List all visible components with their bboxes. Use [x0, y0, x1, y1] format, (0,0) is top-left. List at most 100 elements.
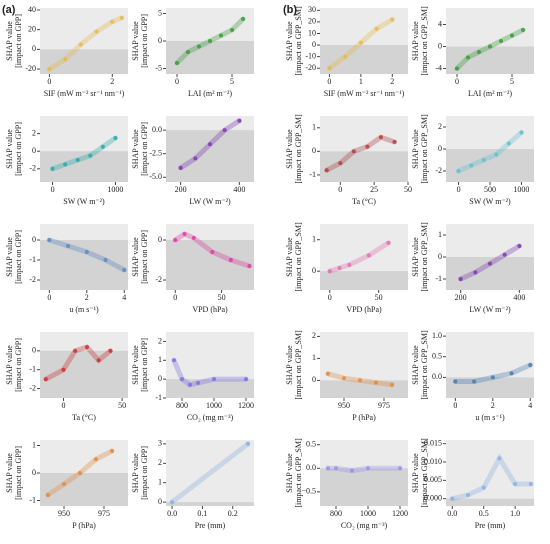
point — [469, 163, 474, 168]
x-tick-label: 4 — [528, 401, 532, 410]
x-tick-label: 2 — [110, 77, 114, 86]
point — [94, 29, 99, 34]
x-axis-label: Pre (mm) — [475, 521, 506, 530]
negative-region — [40, 240, 128, 290]
point — [47, 238, 52, 242]
point — [390, 382, 394, 387]
y-tick-label: 0 — [158, 36, 162, 45]
x-tick-label: 50 — [404, 185, 412, 194]
point — [245, 441, 250, 446]
panel: 0.0 0.5 1.0 0 2 4 u (m s⁻¹) SHAP value [impact o… — [411, 330, 534, 422]
y-axis-label: [impact on GPP] — [14, 14, 23, 68]
y-axis-label: SHAP value — [131, 345, 140, 385]
point — [96, 358, 101, 363]
point — [110, 449, 114, 453]
x-axis-label: LAI (m² m⁻²) — [468, 89, 512, 98]
x-tick-label: 0 — [47, 293, 51, 302]
x-tick-label: 50 — [375, 293, 383, 302]
panel: -2 0 0 50 VPD (hPa) SHAP value [impact on GPP] — [131, 224, 254, 314]
y-tick-label: 1 — [158, 355, 162, 364]
y-tick-label: -1 — [309, 170, 316, 179]
point — [186, 50, 190, 54]
y-axis-label: SHAP value — [5, 237, 14, 277]
point — [488, 44, 492, 49]
x-axis-label: Pre (mm) — [195, 521, 226, 530]
y-tick-label: 2 — [32, 128, 36, 137]
negative-region — [166, 240, 254, 290]
y-axis-label: [impact on GPP] — [140, 14, 149, 68]
y-tick-label: 0 — [438, 41, 442, 50]
y-axis-label: SHAP value — [411, 129, 420, 169]
point — [62, 482, 66, 486]
y-tick-label: -5.0 — [149, 172, 162, 181]
panel: -2 -1 0 0 50 Ta (°C) SHAP value [impact on GPP] — [5, 332, 128, 422]
point — [43, 377, 48, 382]
y-tick-label: 0 — [32, 146, 36, 155]
point — [172, 358, 176, 363]
y-axis-label: [impact on GPP_SM] — [294, 114, 303, 184]
x-tick-label: 0.2 — [228, 509, 238, 518]
y-axis-label: SHAP value — [5, 21, 14, 61]
y-tick-label: 2 — [438, 122, 442, 131]
negative-region — [446, 149, 534, 182]
x-axis-label: u (m s⁻¹) — [69, 305, 99, 314]
x-tick-label: 2 — [85, 293, 89, 302]
x-axis-label: Ta (°C) — [72, 413, 96, 422]
y-tick-label: 0.010 — [424, 457, 442, 466]
point — [196, 380, 200, 385]
y-axis-label: SHAP value — [285, 345, 294, 385]
y-axis-label: SHAP value — [5, 345, 14, 385]
negative-region — [40, 151, 128, 182]
point — [230, 28, 234, 32]
point — [84, 345, 89, 350]
point — [521, 28, 525, 32]
point — [237, 118, 242, 123]
y-tick-label: 0 — [158, 374, 162, 383]
y-axis-label: SHAP value — [131, 237, 140, 277]
negative-region — [320, 468, 408, 506]
negative-region — [320, 45, 408, 74]
y-tick-label: 0.0 — [152, 125, 162, 134]
trend-line — [169, 441, 251, 505]
x-tick-label: 950 — [338, 401, 350, 410]
point — [456, 169, 461, 173]
point — [208, 142, 212, 147]
point — [173, 238, 178, 242]
y-tick-label: -10 — [305, 51, 316, 60]
x-tick-label: 1000 — [360, 509, 376, 518]
y-axis-label: [impact on GPP_SM] — [420, 330, 429, 400]
y-axis-label: [impact on GPP_SM] — [294, 330, 303, 400]
point — [455, 66, 459, 71]
panel: -2 -1 0 0 2 4 u (m s⁻¹) SHAP value [impact on GP… — [5, 224, 128, 314]
x-axis-label: SW (W m⁻²) — [63, 197, 105, 206]
point — [326, 371, 330, 376]
x-tick-label: 500 — [484, 185, 496, 194]
point — [392, 139, 397, 144]
y-axis-label: [impact on GPP] — [14, 446, 23, 500]
x-tick-label: 975 — [98, 509, 110, 518]
x-tick-label: 0 — [47, 77, 51, 86]
negative-region — [446, 377, 534, 398]
point — [510, 33, 514, 38]
y-tick-label: 0 — [438, 252, 442, 261]
negative-region — [320, 151, 408, 182]
y-axis-label: [impact on GPP_SM] — [294, 438, 303, 508]
panel: -1 0 1 0 25 50 Ta (°C) SHAP value [impact on GPP… — [285, 114, 412, 206]
y-axis-label: SHAP value — [5, 129, 14, 169]
x-tick-label: 5 — [230, 77, 234, 86]
y-tick-label: -1 — [29, 365, 36, 374]
x-tick-label: 0 — [457, 185, 461, 194]
panel: 0 1 0 50 VPD (hPa) SHAP value [impact on GPP_S… — [285, 222, 408, 314]
panel: -5 0 5 0 5 LAI (m² m⁻²) SHAP value [impact on G… — [131, 8, 254, 98]
point — [509, 371, 514, 376]
x-tick-label: 1200 — [238, 401, 254, 410]
y-tick-label: 1 — [312, 235, 316, 244]
negative-region — [40, 473, 128, 506]
x-tick-label: 50 — [218, 293, 226, 302]
point — [358, 378, 362, 383]
x-tick-label: 2 — [491, 401, 495, 410]
y-tick-label: -20 — [25, 64, 36, 73]
trend-line — [449, 453, 534, 502]
y-axis-label: SHAP value — [411, 345, 420, 385]
